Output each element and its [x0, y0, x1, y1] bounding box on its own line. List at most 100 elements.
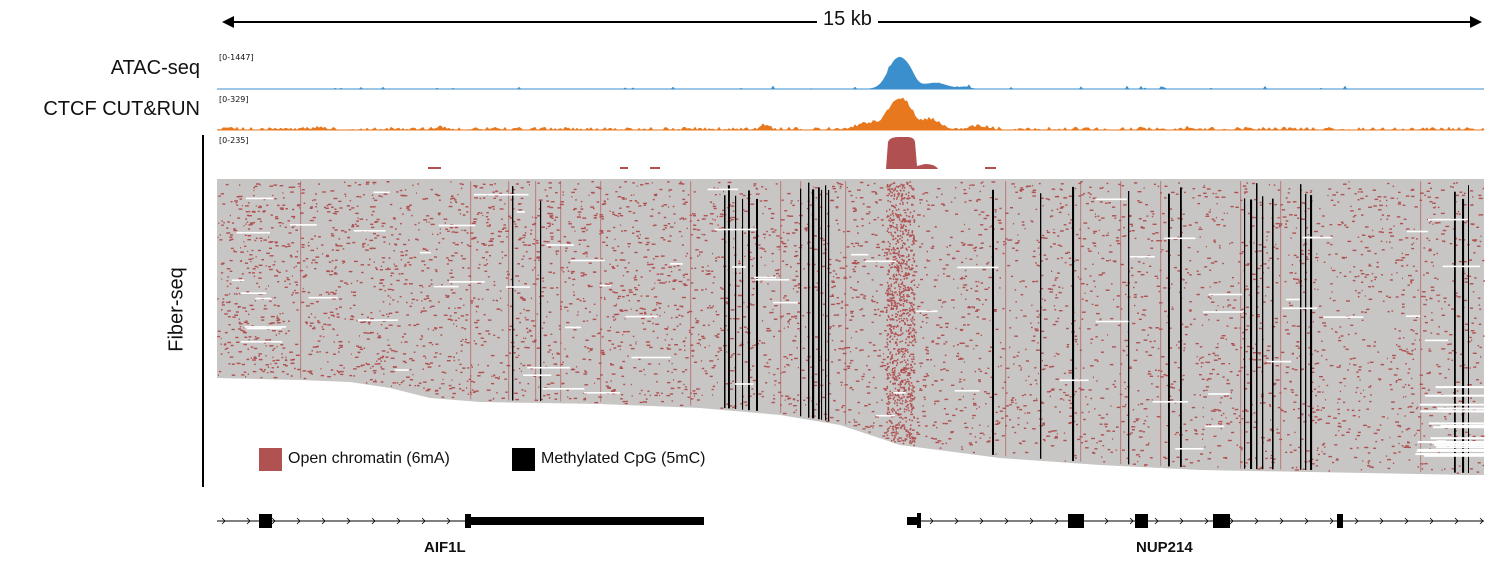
mark-6ma — [855, 380, 860, 382]
mark-6ma — [963, 284, 968, 286]
mark-6ma — [795, 254, 799, 257]
mark-6ma — [667, 223, 671, 225]
mark-6ma — [493, 281, 496, 283]
mark-6ma — [1049, 216, 1052, 218]
mark-6ma — [852, 261, 857, 264]
mark-6ma — [672, 205, 675, 208]
mark-6ma — [832, 270, 836, 272]
mark-6ma — [1314, 416, 1318, 418]
mark-6ma — [855, 242, 859, 244]
mark-6ma — [1214, 239, 1216, 241]
mark-6ma — [1210, 262, 1215, 264]
mark-6ma — [362, 244, 365, 246]
mark-6ma — [1081, 389, 1085, 391]
mark-6ma — [833, 285, 836, 287]
mark-6ma — [1346, 300, 1350, 302]
mark-6ma — [222, 203, 226, 205]
mark-6ma — [813, 409, 817, 411]
mark-6ma — [373, 247, 376, 250]
mark-6ma — [1091, 200, 1095, 203]
mark-6ma — [793, 255, 797, 258]
mark-6ma — [1414, 339, 1416, 341]
mark-6ma — [1262, 263, 1267, 265]
mark-6ma — [399, 296, 402, 298]
mark-6ma — [952, 414, 956, 417]
mark-6ma — [642, 308, 646, 310]
mark-6ma — [1055, 294, 1057, 296]
mark-6ma — [1020, 190, 1022, 192]
mark-6ma — [1046, 230, 1048, 232]
mark-6ma — [673, 368, 677, 371]
mark-6ma — [1021, 224, 1025, 226]
mark-6ma — [1115, 426, 1119, 428]
mark-6ma — [253, 194, 255, 197]
mark-6ma — [1058, 211, 1062, 214]
mark-6ma — [934, 226, 937, 228]
mark-6ma — [1050, 246, 1053, 248]
mark-6ma — [526, 181, 530, 183]
mark-6ma — [906, 295, 911, 298]
mark-6ma — [922, 379, 926, 381]
mark-6ma — [485, 330, 490, 332]
mark-6ma — [1368, 236, 1372, 239]
mark-6ma — [762, 233, 766, 236]
mark-6ma — [829, 328, 831, 330]
mark-6ma — [515, 183, 519, 185]
mark-6ma — [1030, 322, 1032, 324]
mark-6ma — [691, 355, 694, 357]
mark-6ma — [840, 307, 844, 309]
mark-6ma — [1253, 242, 1255, 244]
mark-6ma — [993, 228, 995, 230]
mark-6ma — [1294, 369, 1298, 371]
mark-6ma — [1040, 287, 1044, 290]
mark-6ma — [622, 296, 625, 298]
mark-6ma — [330, 190, 335, 192]
mark-6ma — [534, 399, 538, 401]
mark-6ma — [1227, 304, 1232, 306]
mark-6ma — [1245, 329, 1248, 331]
mark-6ma — [1197, 194, 1201, 197]
mark-6ma — [643, 202, 647, 205]
mark-6ma — [1036, 383, 1038, 385]
mark-6ma — [301, 301, 305, 304]
mark-6ma — [1467, 275, 1472, 277]
mark-6ma — [946, 246, 948, 248]
mark-6ma — [609, 210, 611, 212]
mark-6ma — [659, 315, 661, 317]
mark-6ma — [429, 306, 432, 308]
mark-6ma — [919, 388, 922, 390]
mark-6ma — [1038, 241, 1041, 243]
mark-6ma — [622, 360, 626, 363]
mark-6ma — [1174, 361, 1177, 364]
mark-6ma — [737, 294, 742, 297]
mark-6ma — [383, 193, 388, 195]
mark-6ma — [924, 348, 928, 351]
mark-6ma — [1252, 352, 1257, 354]
mark-6ma — [1476, 471, 1480, 473]
mark-6ma — [1388, 296, 1392, 299]
mark-6ma — [547, 301, 549, 303]
mark-6ma — [319, 351, 321, 353]
mark-6ma — [1177, 341, 1181, 343]
mark-6ma — [320, 374, 324, 377]
mark-6ma — [1472, 352, 1477, 354]
mark-6ma — [899, 416, 903, 419]
mark-6ma — [423, 307, 425, 309]
mark-6ma — [1402, 289, 1405, 291]
mark-6ma — [1358, 366, 1362, 368]
mark-6ma — [656, 314, 658, 316]
mark-6ma — [270, 315, 275, 318]
mark-6ma — [1465, 431, 1468, 433]
mark-6ma — [805, 359, 810, 361]
mark-6ma — [281, 245, 286, 247]
mark-6ma — [822, 239, 827, 241]
mark-6ma — [259, 184, 261, 186]
mark-6ma — [745, 404, 748, 406]
mark-6ma — [1020, 309, 1023, 311]
mark-6ma — [1141, 313, 1145, 316]
mark-6ma — [525, 251, 528, 253]
mark-6ma — [1120, 308, 1123, 310]
mark-6ma — [519, 321, 522, 324]
mark-6ma — [281, 356, 284, 359]
mark-6ma — [357, 217, 359, 219]
